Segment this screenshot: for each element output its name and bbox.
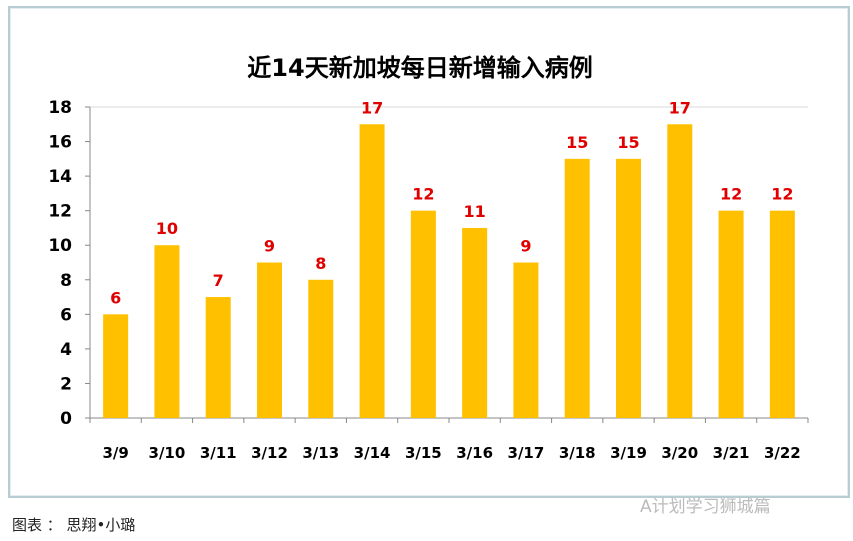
chart-frame bbox=[8, 6, 850, 498]
x-tick-label: 3/21 bbox=[713, 444, 750, 462]
x-tick-label: 3/10 bbox=[149, 444, 186, 462]
data-label: 8 bbox=[315, 254, 326, 273]
data-label: 17 bbox=[669, 98, 691, 117]
data-label: 10 bbox=[156, 219, 178, 238]
chart-title: 近14天新加坡每日新增输入病例 bbox=[247, 54, 592, 82]
y-tick-label: 16 bbox=[48, 133, 72, 153]
bar bbox=[718, 210, 744, 418]
data-label: 11 bbox=[464, 202, 486, 221]
data-label: 9 bbox=[264, 237, 275, 256]
bar bbox=[667, 124, 693, 419]
bar bbox=[564, 158, 590, 419]
data-label: 12 bbox=[720, 185, 742, 204]
bar bbox=[308, 279, 334, 418]
data-label: 12 bbox=[412, 185, 434, 204]
bar bbox=[769, 210, 795, 418]
x-tick-label: 3/12 bbox=[251, 444, 288, 462]
watermark: A计划学习狮城篇 bbox=[640, 497, 771, 517]
x-tick-label: 3/9 bbox=[102, 444, 128, 462]
y-tick-label: 10 bbox=[48, 236, 72, 256]
data-label: 6 bbox=[110, 288, 121, 307]
bar bbox=[359, 124, 385, 419]
bar bbox=[103, 314, 129, 418]
x-tick-label: 3/19 bbox=[610, 444, 647, 462]
data-label: 7 bbox=[213, 271, 224, 290]
x-tick-label: 3/22 bbox=[764, 444, 801, 462]
y-tick-label: 0 bbox=[60, 409, 72, 429]
bar bbox=[205, 297, 231, 418]
x-tick-label: 3/15 bbox=[405, 444, 442, 462]
y-tick-label: 12 bbox=[48, 202, 72, 222]
bar bbox=[462, 227, 488, 418]
y-tick-label: 8 bbox=[60, 271, 72, 291]
x-tick-label: 3/13 bbox=[302, 444, 339, 462]
x-tick-label: 3/16 bbox=[456, 444, 493, 462]
x-tick-label: 3/11 bbox=[200, 444, 237, 462]
x-tick-label: 3/18 bbox=[559, 444, 596, 462]
y-tick-label: 4 bbox=[60, 340, 72, 360]
x-tick-label: 3/20 bbox=[661, 444, 698, 462]
bar bbox=[257, 262, 282, 418]
data-label: 15 bbox=[566, 133, 588, 152]
y-tick-label: 2 bbox=[60, 374, 72, 394]
x-tick-label: 3/17 bbox=[508, 444, 545, 462]
x-tick-label: 3/14 bbox=[354, 444, 391, 462]
bar bbox=[154, 245, 180, 418]
data-label: 12 bbox=[771, 185, 793, 204]
data-label: 17 bbox=[361, 98, 383, 117]
y-tick-label: 6 bbox=[60, 305, 72, 325]
data-label: 9 bbox=[520, 237, 531, 256]
figure-caption: 图表 ： 思翔•小璐 bbox=[12, 516, 136, 534]
data-label: 15 bbox=[617, 133, 639, 152]
bar bbox=[616, 158, 641, 419]
bar bbox=[513, 262, 539, 418]
bar bbox=[410, 210, 436, 418]
y-tick-label: 18 bbox=[48, 98, 72, 118]
y-tick-label: 14 bbox=[48, 167, 72, 187]
